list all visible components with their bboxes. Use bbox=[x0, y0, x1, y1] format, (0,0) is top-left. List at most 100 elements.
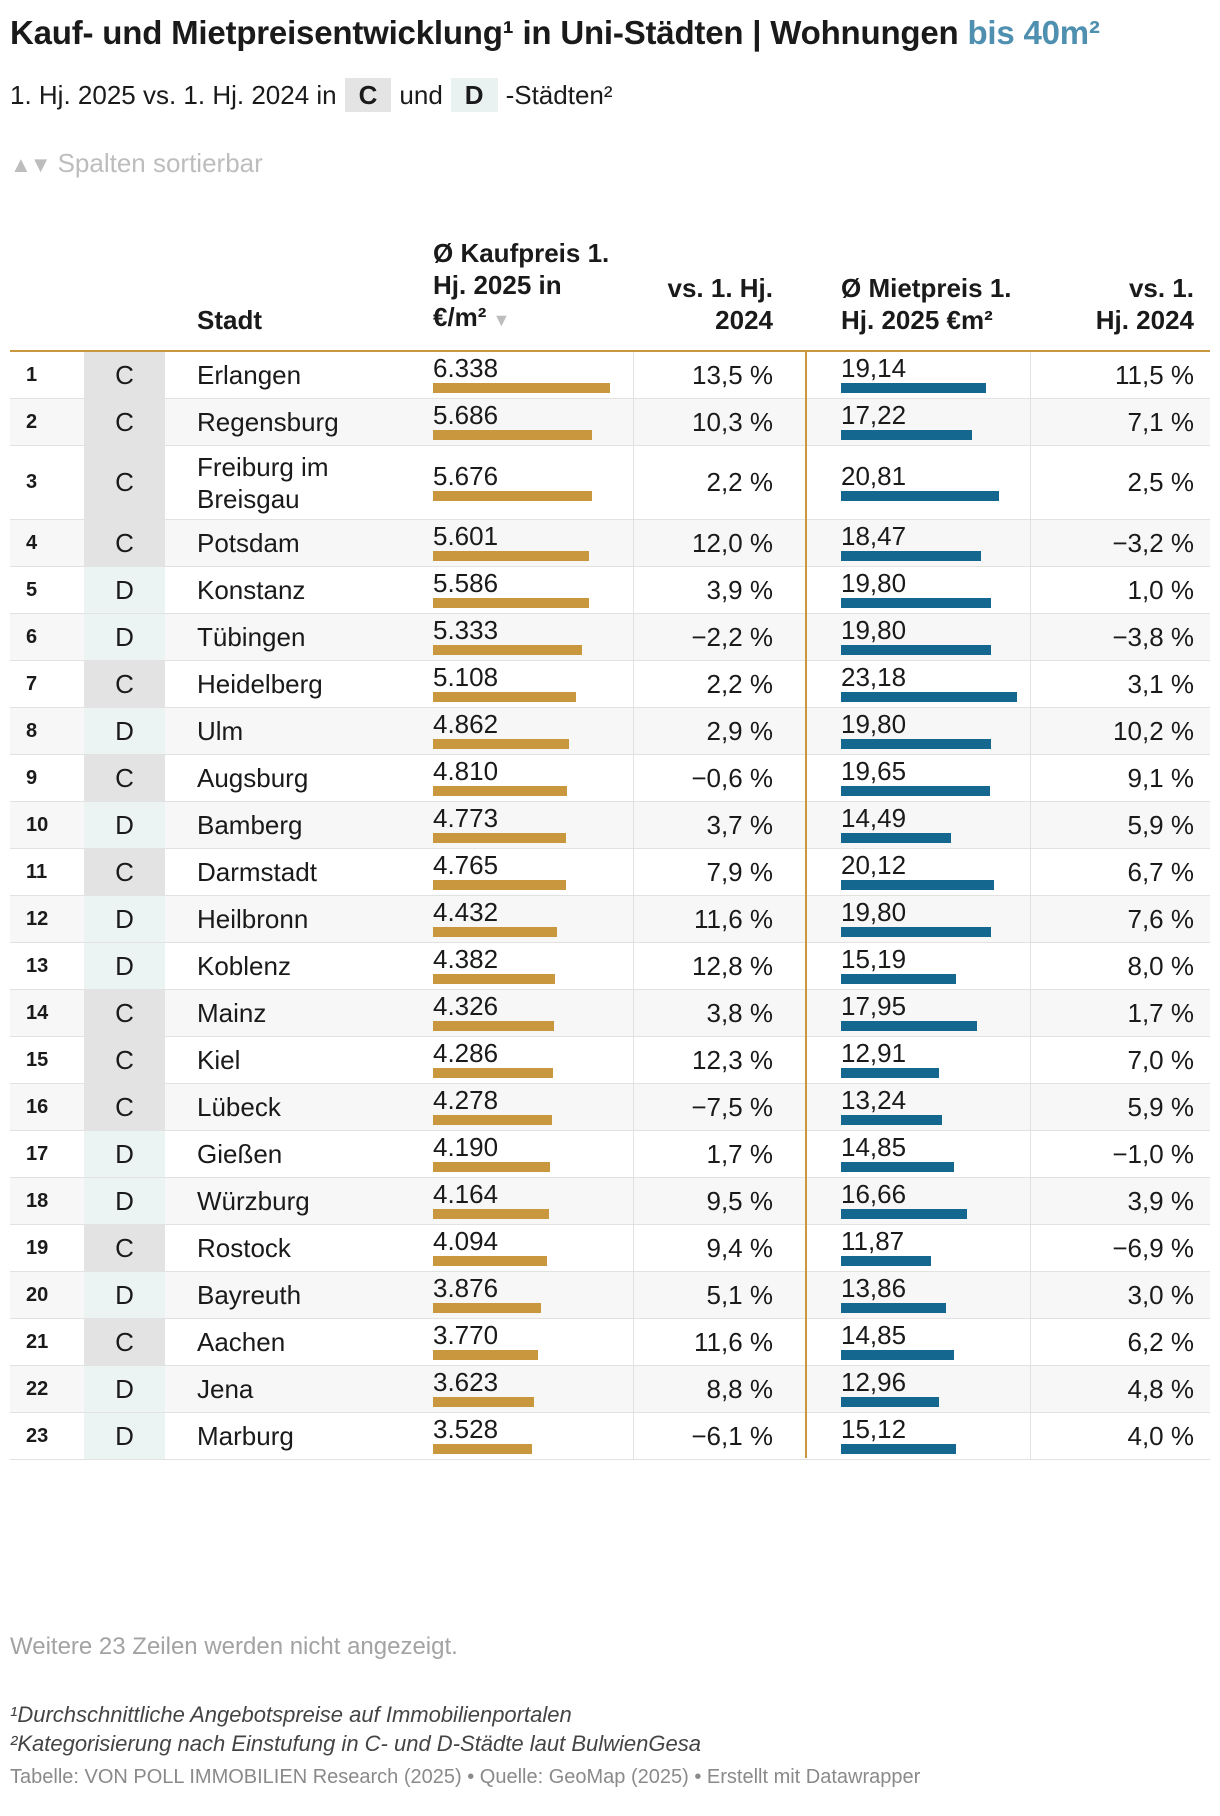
mietpreis-cell: 15,19 bbox=[815, 943, 1031, 989]
category-cell: C bbox=[84, 352, 165, 398]
table-row: 18DWürzburg4.1649,5 %16,663,9 % bbox=[10, 1178, 1210, 1225]
col-header-kauf-change[interactable]: vs. 1. Hj. 2024 bbox=[634, 272, 773, 336]
category-cell: D bbox=[84, 1178, 165, 1224]
table-row: 8DUlm4.8622,9 %19,8010,2 % bbox=[10, 708, 1210, 755]
title-main: Kauf- und Mietpreisentwicklung¹ in Uni-S… bbox=[10, 14, 967, 51]
kaufpreis-bar bbox=[433, 880, 566, 890]
kaufpreis-bar bbox=[433, 645, 582, 655]
city-cell: Heilbronn bbox=[197, 896, 407, 942]
kaufpreis-barcell: 5.676 bbox=[433, 446, 633, 519]
kaufpreis-barcell: 5.686 bbox=[433, 399, 633, 445]
table-row: 14CMainz4.3263,8 %17,951,7 % bbox=[10, 990, 1210, 1037]
mietpreis-bar bbox=[841, 598, 991, 608]
mietpreis-barcell: 17,95 bbox=[841, 990, 1030, 1036]
kaufpreis-cell: 4.773 bbox=[433, 802, 634, 848]
rank-cell: 11 bbox=[10, 849, 80, 895]
col-header-city[interactable]: Stadt bbox=[197, 304, 262, 336]
kauf-change-cell: −7,5 % bbox=[634, 1084, 785, 1130]
kaufpreis-bar bbox=[433, 1068, 553, 1078]
city-cell: Ulm bbox=[197, 708, 407, 754]
city-cell: Erlangen bbox=[197, 352, 407, 398]
kaufpreis-barcell: 3.528 bbox=[433, 1413, 633, 1459]
mietpreis-cell: 11,87 bbox=[815, 1225, 1031, 1271]
kaufpreis-barcell: 4.773 bbox=[433, 802, 633, 848]
mietpreis-value: 19,80 bbox=[841, 897, 906, 928]
kaufpreis-bar bbox=[433, 1444, 532, 1454]
rank-cell: 19 bbox=[10, 1225, 80, 1271]
mietpreis-bar bbox=[841, 1397, 939, 1407]
kaufpreis-barcell: 5.333 bbox=[433, 614, 633, 660]
kaufpreis-bar bbox=[433, 1021, 554, 1031]
kaufpreis-bar bbox=[433, 1397, 534, 1407]
mietpreis-barcell: 13,24 bbox=[841, 1084, 1030, 1130]
mietpreis-cell: 19,65 bbox=[815, 755, 1031, 801]
category-cell: C bbox=[84, 446, 165, 519]
mietpreis-barcell: 17,22 bbox=[841, 399, 1030, 445]
subtitle-post: -Städten² bbox=[506, 80, 613, 111]
kaufpreis-cell: 4.810 bbox=[433, 755, 634, 801]
rank-cell: 5 bbox=[10, 567, 80, 613]
mietpreis-cell: 23,18 bbox=[815, 661, 1031, 707]
miet-change-cell: 7,1 % bbox=[1031, 399, 1210, 445]
rank-cell: 12 bbox=[10, 896, 80, 942]
subtitle: 1. Hj. 2025 vs. 1. Hj. 2024 in C und D -… bbox=[10, 78, 613, 112]
kaufpreis-cell: 4.432 bbox=[433, 896, 634, 942]
city-cell: Heidelberg bbox=[197, 661, 407, 707]
mietpreis-barcell: 11,87 bbox=[841, 1225, 1030, 1271]
category-cell: D bbox=[84, 1131, 165, 1177]
mietpreis-value: 17,22 bbox=[841, 400, 906, 431]
mietpreis-bar bbox=[841, 927, 991, 937]
city-cell: Bamberg bbox=[197, 802, 407, 848]
col-header-mietpreis[interactable]: Ø Mietpreis 1. Hj. 2025 €m² bbox=[841, 272, 1041, 336]
miet-change-cell: 8,0 % bbox=[1031, 943, 1210, 989]
kauf-change-cell: 5,1 % bbox=[634, 1272, 785, 1318]
kaufpreis-value: 4.094 bbox=[433, 1226, 498, 1257]
kaufpreis-value: 3.876 bbox=[433, 1273, 498, 1304]
subtitle-und: und bbox=[399, 80, 442, 111]
category-cell: D bbox=[84, 567, 165, 613]
kauf-change-cell: 8,8 % bbox=[634, 1366, 785, 1412]
rank-cell: 9 bbox=[10, 755, 80, 801]
mietpreis-cell: 19,80 bbox=[815, 567, 1031, 613]
miet-change-cell: 3,1 % bbox=[1031, 661, 1210, 707]
mietpreis-bar bbox=[841, 692, 1017, 702]
rank-cell: 14 bbox=[10, 990, 80, 1036]
category-cell: D bbox=[84, 614, 165, 660]
city-cell: Lübeck bbox=[197, 1084, 407, 1130]
kaufpreis-barcell: 4.094 bbox=[433, 1225, 633, 1271]
kaufpreis-cell: 5.686 bbox=[433, 399, 634, 445]
city-cell: Kiel bbox=[197, 1037, 407, 1083]
kaufpreis-cell: 3.528 bbox=[433, 1413, 634, 1459]
category-cell: C bbox=[84, 755, 165, 801]
mietpreis-bar bbox=[841, 880, 994, 890]
kauf-change-cell: 3,8 % bbox=[634, 990, 785, 1036]
col-header-kaufpreis-label: Ø Kaufpreis 1. Hj. 2025 in €/m² bbox=[433, 238, 609, 332]
mietpreis-barcell: 20,12 bbox=[841, 849, 1030, 895]
kauf-change-cell: 10,3 % bbox=[634, 399, 785, 445]
city-cell: Darmstadt bbox=[197, 849, 407, 895]
mietpreis-value: 19,14 bbox=[841, 353, 906, 384]
mietpreis-barcell: 18,47 bbox=[841, 520, 1030, 566]
table-row: 15CKiel4.28612,3 %12,917,0 % bbox=[10, 1037, 1210, 1084]
rank-cell: 6 bbox=[10, 614, 80, 660]
page-title: Kauf- und Mietpreisentwicklung¹ in Uni-S… bbox=[10, 14, 1100, 52]
kaufpreis-cell: 6.338 bbox=[433, 352, 634, 398]
mietpreis-cell: 17,95 bbox=[815, 990, 1031, 1036]
kaufpreis-barcell: 5.586 bbox=[433, 567, 633, 613]
col-header-kaufpreis[interactable]: Ø Kaufpreis 1. Hj. 2025 in €/m²▼ bbox=[433, 237, 633, 336]
mietpreis-bar bbox=[841, 491, 999, 501]
mietpreis-barcell: 15,19 bbox=[841, 943, 1030, 989]
table-row: 9CAugsburg4.810−0,6 %19,659,1 % bbox=[10, 755, 1210, 802]
city-cell: Koblenz bbox=[197, 943, 407, 989]
table-row: 2CRegensburg5.68610,3 %17,227,1 % bbox=[10, 399, 1210, 446]
kaufpreis-value: 5.676 bbox=[433, 461, 498, 492]
mietpreis-value: 19,80 bbox=[841, 709, 906, 740]
footnote-1: ¹Durchschnittliche Angebotspreise auf Im… bbox=[10, 1702, 572, 1728]
col-header-miet-change[interactable]: vs. 1. Hj. 2024 bbox=[1091, 272, 1194, 336]
mietpreis-barcell: 19,80 bbox=[841, 896, 1030, 942]
kaufpreis-cell: 4.278 bbox=[433, 1084, 634, 1130]
table-row: 17DGießen4.1901,7 %14,85−1,0 % bbox=[10, 1131, 1210, 1178]
mietpreis-cell: 16,66 bbox=[815, 1178, 1031, 1224]
table-body: 1CErlangen6.33813,5 %19,1411,5 %2CRegens… bbox=[10, 352, 1210, 1460]
mietpreis-barcell: 14,85 bbox=[841, 1131, 1030, 1177]
